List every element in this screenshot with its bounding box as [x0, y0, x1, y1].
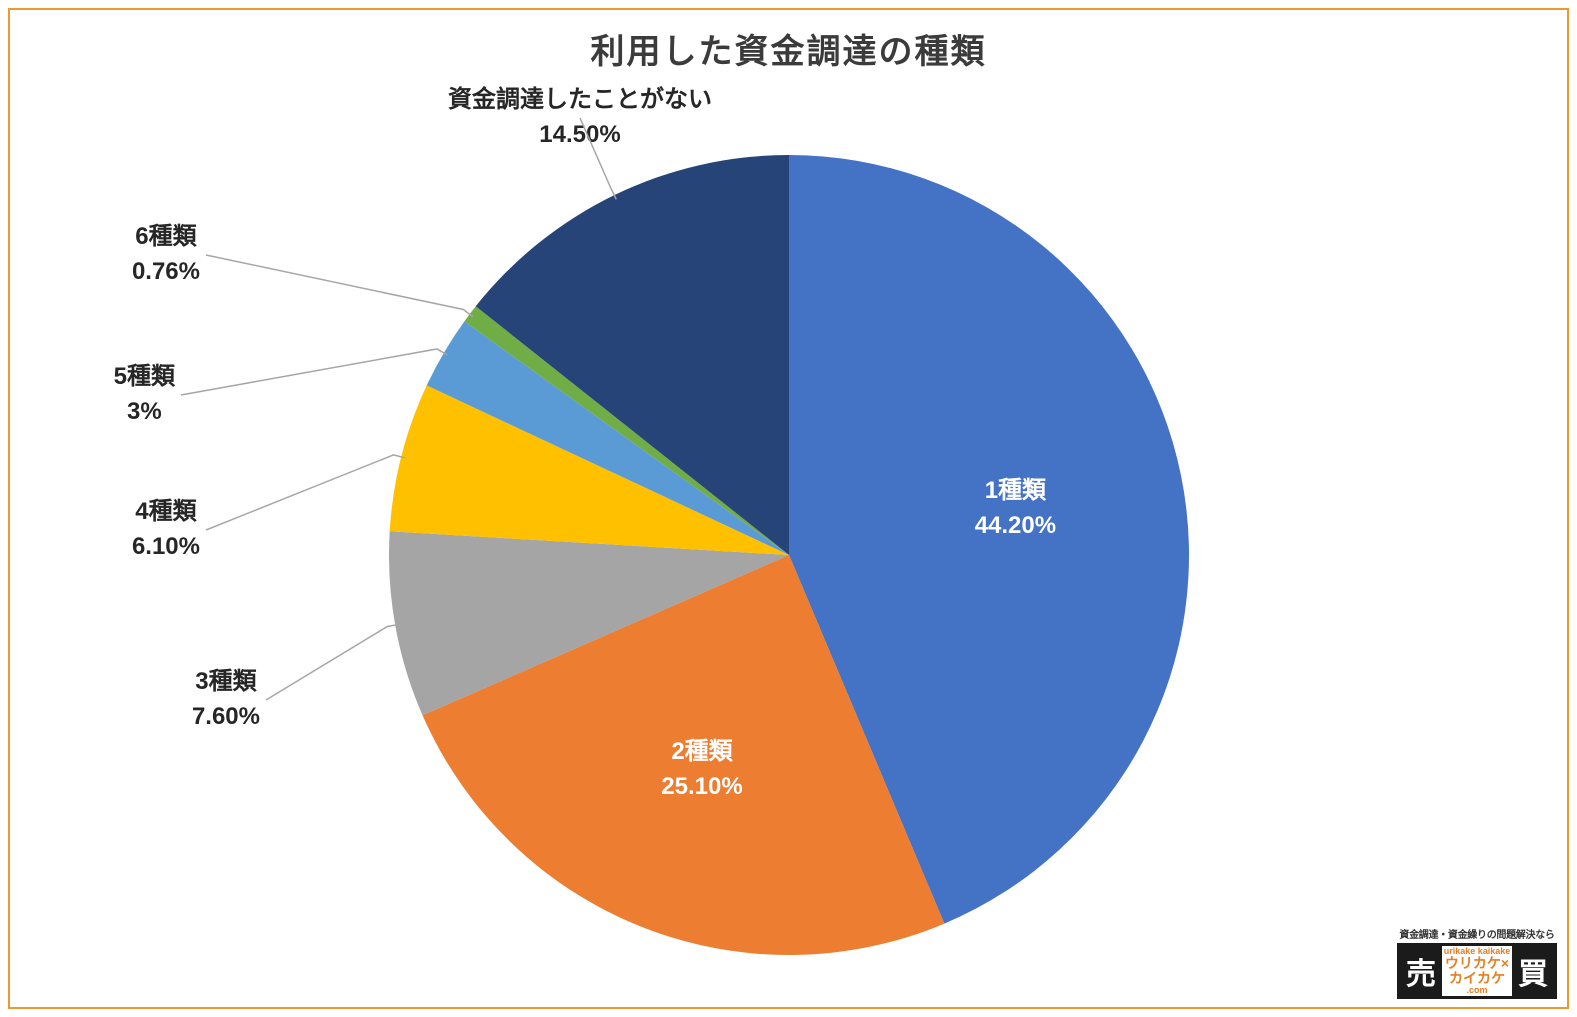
logo-right-char: 買	[1512, 946, 1554, 996]
logo-middle: urikake kaikake ウリカケ×カイカケ .com	[1442, 946, 1512, 996]
slice-label-inside: 2種類25.10%	[661, 736, 742, 806]
logo-caption: 資金調達・資金繰りの問題解決なら	[1397, 926, 1557, 941]
slice-label-outside: 4種類6.10%	[132, 495, 200, 565]
logo-mid-bottom: .com	[1466, 986, 1487, 995]
slice-label-outside: 3種類7.60%	[192, 665, 260, 735]
slice-label-inside: 1種類44.20%	[975, 474, 1056, 544]
chart-title: 利用した資金調達の種類	[0, 24, 1577, 73]
slice-label-outside: 6種類0.76%	[132, 220, 200, 290]
pie-chart	[389, 155, 1189, 955]
slice-label-outside: 5種類3%	[114, 360, 175, 430]
logo-mid-main: ウリカケ×カイカケ	[1442, 956, 1512, 987]
brand-logo: 資金調達・資金繰りの問題解決なら 売 urikake kaikake ウリカケ×…	[1397, 926, 1557, 999]
logo-left-char: 売	[1400, 946, 1442, 996]
slice-label-outside: 資金調達したことがない14.50%	[448, 83, 712, 153]
logo-box: 売 urikake kaikake ウリカケ×カイカケ .com 買	[1397, 943, 1557, 999]
